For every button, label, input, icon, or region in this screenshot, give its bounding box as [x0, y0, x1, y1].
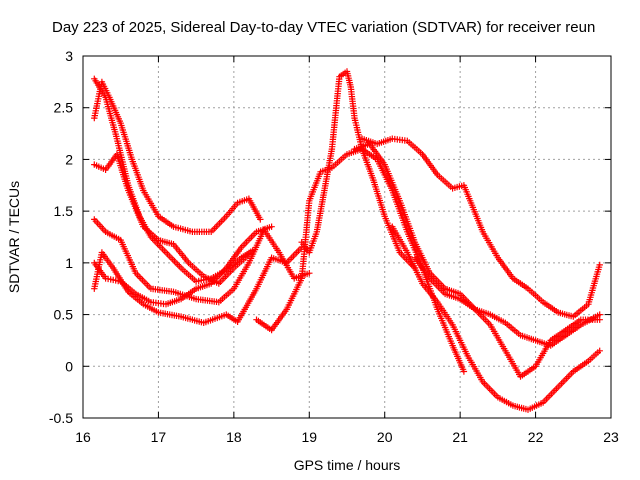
- chart-title: Day 223 of 2025, Sidereal Day-to-day VTE…: [52, 19, 595, 36]
- data-marks: [91, 68, 603, 413]
- x-tick-label: 22: [528, 429, 544, 445]
- data-point: [460, 368, 468, 375]
- x-tick-label: 18: [226, 429, 242, 445]
- grid: [83, 56, 611, 418]
- data-series: [91, 75, 256, 285]
- x-tick-label: 19: [301, 429, 317, 445]
- data-series: [298, 68, 419, 272]
- plot-frame: [82, 55, 612, 419]
- y-tick-label: 1: [65, 255, 73, 271]
- data-point: [268, 223, 275, 230]
- data-point: [306, 270, 313, 277]
- x-tick-label: 17: [151, 429, 167, 445]
- data-series: [91, 78, 264, 235]
- y-tick-labels: -0.5 0 0.5 1 1.5 2 2.5 3: [49, 48, 73, 426]
- data-series: [351, 140, 603, 380]
- y-axis-label: SDTVAR / TECUs: [6, 181, 22, 293]
- data-point: [596, 347, 603, 354]
- data-series: [91, 223, 275, 308]
- data-point: [257, 216, 264, 223]
- axis-ticks: [82, 55, 612, 419]
- y-tick-label: -0.5: [49, 410, 73, 426]
- x-tick-labels: 16 17 18 19 20 21 22 23: [75, 429, 619, 445]
- data-series: [91, 151, 253, 287]
- x-tick-label: 20: [377, 429, 393, 445]
- x-tick-label: 23: [603, 429, 619, 445]
- x-tick-label: 21: [452, 429, 468, 445]
- y-tick-label: 2.5: [54, 100, 74, 116]
- y-tick-label: 1.5: [54, 203, 74, 219]
- y-tick-label: 2: [65, 151, 73, 167]
- data-series: [411, 254, 603, 349]
- data-point: [596, 311, 603, 318]
- y-tick-label: 3: [65, 48, 73, 64]
- data-point: [596, 261, 603, 269]
- y-tick-label: 0: [65, 358, 73, 374]
- x-tick-label: 16: [75, 429, 91, 445]
- y-tick-label: 0.5: [54, 307, 74, 323]
- data-series: [389, 223, 603, 413]
- x-axis-label: GPS time / hours: [294, 457, 401, 473]
- data-series: [358, 135, 603, 320]
